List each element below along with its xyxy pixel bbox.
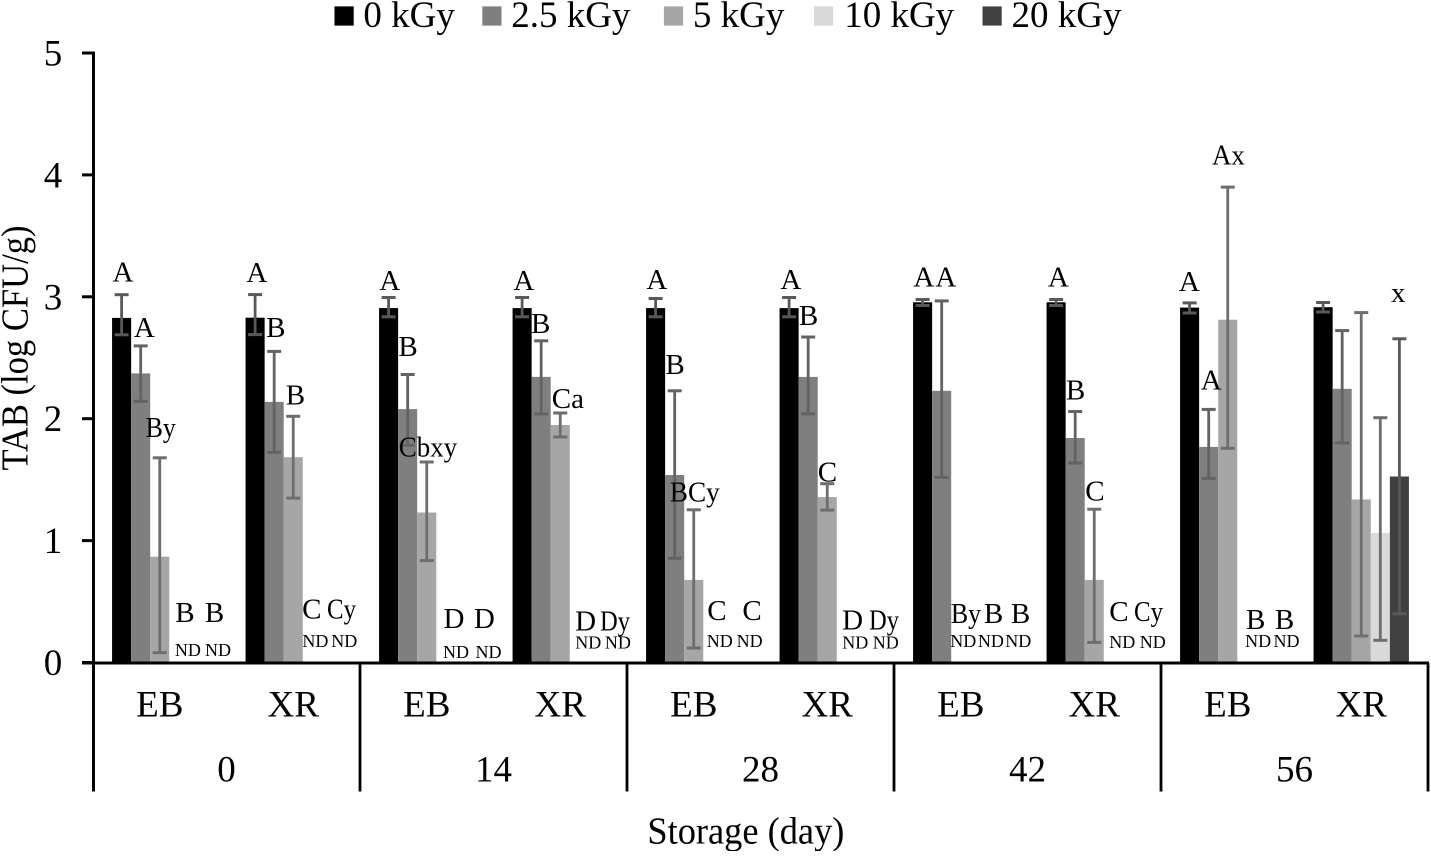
svg-text:14: 14 — [475, 750, 512, 791]
svg-text:BCy: BCy — [670, 477, 720, 509]
svg-text:C: C — [707, 595, 726, 627]
svg-text:5 kGy: 5 kGy — [693, 0, 785, 36]
svg-text:ND: ND — [873, 633, 899, 653]
svg-text:Ca: Ca — [552, 383, 584, 415]
svg-text:0 kGy: 0 kGy — [363, 0, 455, 36]
svg-text:B: B — [398, 331, 417, 363]
svg-text:A: A — [913, 262, 934, 294]
svg-text:A: A — [134, 312, 155, 344]
svg-text:A: A — [513, 265, 534, 297]
svg-text:Cy: Cy — [1134, 596, 1163, 628]
svg-text:Storage (day): Storage (day) — [647, 810, 844, 851]
svg-text:10 kGy: 10 kGy — [844, 0, 954, 36]
svg-text:ND: ND — [331, 631, 357, 651]
svg-text:ND: ND — [737, 631, 763, 651]
svg-text:A: A — [646, 264, 667, 296]
svg-text:ND: ND — [1109, 632, 1135, 652]
svg-text:C: C — [1109, 596, 1128, 628]
svg-text:TAB (log CFU/g): TAB (log CFU/g) — [0, 226, 37, 471]
svg-text:ND: ND — [1140, 632, 1166, 652]
svg-text:D: D — [842, 604, 863, 636]
svg-text:42: 42 — [1009, 750, 1046, 791]
svg-text:2.5 kGy: 2.5 kGy — [511, 0, 631, 36]
svg-text:B: B — [1275, 604, 1294, 636]
svg-text:5: 5 — [44, 34, 63, 75]
svg-text:ND: ND — [842, 633, 868, 653]
svg-text:ND: ND — [175, 640, 201, 660]
svg-text:B: B — [531, 308, 550, 340]
svg-text:B: B — [266, 312, 285, 344]
svg-text:B: B — [1066, 375, 1085, 407]
svg-text:C: C — [742, 595, 761, 627]
svg-text:1: 1 — [44, 521, 63, 562]
svg-text:By: By — [951, 598, 982, 630]
svg-text:By: By — [146, 412, 177, 444]
svg-text:Cbxy: Cbxy — [399, 432, 458, 464]
svg-text:A: A — [1201, 364, 1222, 396]
svg-text:C: C — [1085, 476, 1104, 508]
svg-text:XR: XR — [801, 685, 853, 726]
svg-text:Dy: Dy — [869, 604, 899, 636]
svg-text:B: B — [984, 598, 1003, 630]
svg-text:B: B — [799, 300, 818, 332]
svg-text:ND: ND — [950, 631, 976, 651]
svg-text:A: A — [113, 256, 134, 288]
svg-text:ND: ND — [978, 631, 1004, 651]
svg-text:D: D — [474, 603, 495, 635]
svg-text:B: B — [286, 379, 305, 411]
svg-text:ND: ND — [1274, 631, 1300, 651]
svg-text:56: 56 — [1276, 750, 1313, 791]
svg-text:B: B — [1011, 598, 1030, 630]
svg-text:ND: ND — [205, 640, 231, 660]
svg-text:ND: ND — [605, 633, 631, 653]
svg-text:ND: ND — [707, 631, 733, 651]
svg-text:ND: ND — [1005, 631, 1031, 651]
svg-text:2: 2 — [44, 399, 63, 440]
svg-text:EB: EB — [937, 685, 984, 726]
svg-text:Dy: Dy — [600, 605, 630, 637]
svg-text:0: 0 — [44, 643, 63, 684]
svg-text:B: B — [175, 597, 194, 629]
svg-text:A: A — [935, 262, 956, 294]
svg-text:ND: ND — [302, 631, 328, 651]
svg-text:3: 3 — [44, 277, 63, 318]
svg-text:EB: EB — [670, 685, 717, 726]
svg-text:ND: ND — [443, 642, 469, 662]
svg-text:EB: EB — [1204, 685, 1251, 726]
svg-text:EB: EB — [136, 685, 183, 726]
svg-text:XR: XR — [1068, 685, 1120, 726]
svg-text:B: B — [665, 349, 684, 381]
svg-text:D: D — [444, 603, 465, 635]
svg-text:ND: ND — [575, 633, 601, 653]
svg-text:4: 4 — [44, 155, 63, 196]
svg-text:ND: ND — [1245, 631, 1271, 651]
svg-text:B: B — [1246, 604, 1265, 636]
svg-text:D: D — [575, 605, 596, 637]
svg-text:A: A — [780, 264, 801, 296]
svg-text:ND: ND — [476, 642, 502, 662]
svg-text:A: A — [1048, 262, 1069, 294]
svg-text:XR: XR — [267, 685, 319, 726]
svg-text:XR: XR — [534, 685, 586, 726]
svg-text:A: A — [246, 257, 267, 289]
svg-text:x: x — [1391, 277, 1406, 309]
svg-text:Ax: Ax — [1212, 140, 1245, 172]
svg-text:C: C — [818, 456, 837, 488]
svg-text:C: C — [302, 593, 321, 625]
svg-text:B: B — [205, 597, 224, 629]
svg-text:20 kGy: 20 kGy — [1012, 0, 1122, 36]
svg-text:28: 28 — [742, 750, 779, 791]
svg-text:EB: EB — [403, 685, 450, 726]
svg-text:A: A — [1179, 266, 1200, 298]
svg-text:0: 0 — [217, 750, 236, 791]
svg-text:A: A — [379, 265, 400, 297]
svg-text:Cy: Cy — [327, 593, 356, 625]
svg-text:XR: XR — [1335, 685, 1387, 726]
